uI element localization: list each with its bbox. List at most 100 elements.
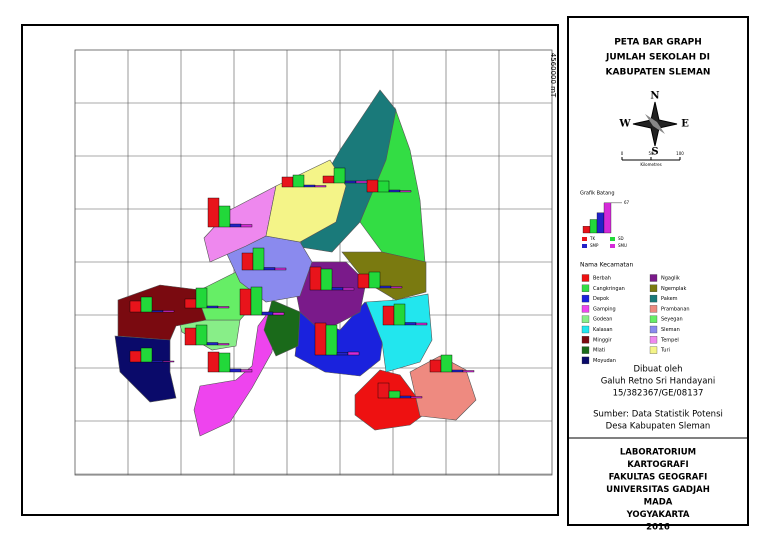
map-title: JUMLAH SEKOLAH DI xyxy=(605,53,710,63)
bar xyxy=(292,174,305,188)
district-swatch xyxy=(581,346,590,354)
bar xyxy=(342,287,355,291)
bar xyxy=(388,189,401,193)
bar xyxy=(250,286,263,316)
institution: UNIVERSITAS GADJAH xyxy=(606,485,710,495)
bar xyxy=(399,190,412,193)
district-swatch xyxy=(581,325,590,334)
bar xyxy=(333,167,346,184)
corner-label: 4560000 mT xyxy=(549,53,557,98)
district-name: Kalasan xyxy=(593,327,613,333)
regions xyxy=(114,89,477,437)
district-legend-title: Nama Kecamatan xyxy=(580,262,633,269)
bar xyxy=(274,267,287,271)
institution: LABORATORIUM xyxy=(620,448,696,458)
district-name: Moyudan xyxy=(593,358,616,364)
bar xyxy=(322,175,335,184)
scale-label: 0 xyxy=(621,151,624,156)
district-swatch xyxy=(649,294,658,303)
series-name: SMU xyxy=(618,243,627,248)
bar xyxy=(379,285,392,289)
series-name: TK xyxy=(589,236,595,241)
district-swatch xyxy=(649,274,658,282)
bar xyxy=(404,322,417,326)
bar xyxy=(263,267,276,271)
institution: KARTOGRAFI xyxy=(627,460,688,470)
district-name: Gamping xyxy=(593,306,616,312)
bar xyxy=(399,395,412,399)
district-swatch xyxy=(649,346,658,354)
institution: MADA xyxy=(644,498,673,508)
bar xyxy=(162,360,175,363)
institution: FAKULTAS GEOGRAFI xyxy=(609,473,708,483)
bar-charts xyxy=(129,167,475,399)
district-name: Turi xyxy=(660,348,670,354)
bar xyxy=(229,223,242,228)
bar xyxy=(357,273,370,289)
bar xyxy=(129,300,142,313)
map-frame xyxy=(21,24,559,516)
series-swatch xyxy=(582,237,587,241)
bar xyxy=(151,310,164,313)
bar xyxy=(261,311,274,316)
map-title: KABUPATEN SLEMAN xyxy=(606,68,711,78)
bar xyxy=(320,268,333,291)
bar xyxy=(451,369,464,373)
institution: 2016 xyxy=(646,523,670,533)
scale-label: 100 xyxy=(676,151,684,156)
district-swatch xyxy=(581,356,590,365)
info-panel: PETA BAR GRAPH JUMLAH SEKOLAH DI KABUPATEN… xyxy=(580,38,723,533)
bar xyxy=(240,369,253,373)
bar xyxy=(241,252,254,271)
bar xyxy=(217,343,230,346)
bar xyxy=(217,306,230,309)
bar xyxy=(410,396,423,399)
bar xyxy=(207,351,220,373)
district-swatch xyxy=(649,284,658,292)
bar xyxy=(388,390,401,399)
bar xyxy=(195,324,208,346)
scale-unit: Kilometres xyxy=(640,162,661,167)
series-swatch xyxy=(582,244,587,248)
bar xyxy=(162,310,175,313)
bar xyxy=(184,327,197,346)
bar xyxy=(303,184,316,188)
bar xyxy=(366,179,379,193)
bar xyxy=(151,360,164,363)
series-name: SD xyxy=(618,236,624,241)
district-name: Cangkringan xyxy=(593,286,625,292)
bar xyxy=(355,180,368,184)
bar xyxy=(195,287,208,309)
compass-w: W xyxy=(618,119,631,130)
bar xyxy=(336,352,349,356)
bar xyxy=(240,224,253,228)
bar xyxy=(140,296,153,313)
bar-legend-title: Grafik Batang xyxy=(580,191,615,197)
info-frame xyxy=(567,16,749,526)
bar xyxy=(377,382,390,399)
bar xyxy=(252,247,265,271)
bar xyxy=(309,266,322,291)
bar xyxy=(377,180,390,193)
bar xyxy=(344,180,357,184)
district-swatch xyxy=(581,305,590,313)
credit: Galuh Retno Sri Handayani xyxy=(601,377,716,387)
source: Desa Kabupaten Sleman xyxy=(606,422,711,432)
district-swatch xyxy=(581,336,590,344)
bar xyxy=(382,305,395,326)
bar xyxy=(272,312,285,316)
district-name: Ngaglik xyxy=(661,276,680,282)
legend-bar xyxy=(582,226,591,234)
bar xyxy=(218,352,231,373)
bar xyxy=(390,286,403,289)
bar xyxy=(207,197,220,228)
bar xyxy=(239,288,252,316)
district-name: Tempel xyxy=(660,337,679,343)
bar xyxy=(206,342,219,346)
bar xyxy=(331,287,344,291)
compass-star xyxy=(645,114,665,134)
district-swatch xyxy=(649,325,658,334)
credit: 15/382367/GE/08137 xyxy=(613,389,704,399)
legend-max-label: 67 xyxy=(624,200,630,205)
district-area xyxy=(365,293,433,373)
